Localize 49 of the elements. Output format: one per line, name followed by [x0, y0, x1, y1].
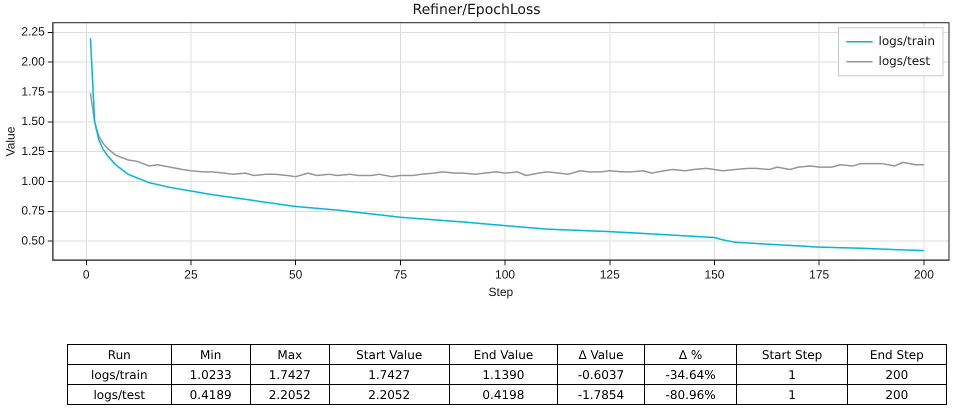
legend-label: logs/test	[878, 54, 930, 68]
text: 0.4189	[171, 384, 250, 404]
y-tick-label: 1.25	[21, 144, 46, 158]
y-tick-label: 0.50	[21, 233, 46, 248]
legend-label: logs/train	[878, 34, 936, 48]
y-axis-title: Value	[4, 126, 18, 156]
text: 1.7427	[329, 364, 450, 384]
x-tick-label: 100	[495, 268, 516, 282]
x-tick-label: 25	[184, 268, 198, 282]
x-tick-label: 50	[288, 268, 303, 282]
y-tick-label: 0.75	[21, 204, 46, 218]
x-axis-title: Step	[488, 285, 514, 300]
text: 1	[736, 384, 848, 404]
x-tick-label: 200	[914, 268, 934, 282]
text: Δ %	[644, 344, 737, 364]
text: -34.64%	[644, 364, 737, 384]
text: -0.6037	[558, 364, 644, 384]
x-tick-label: 150	[704, 268, 725, 282]
text: 2.2052	[329, 384, 450, 404]
text: logs/test	[68, 384, 172, 404]
text: Min	[171, 344, 250, 364]
text: 1.1390	[449, 364, 558, 384]
text: Δ Value	[558, 344, 644, 364]
text: 1.0233	[171, 364, 250, 384]
text: logs/train	[68, 364, 172, 384]
y-tick-label: 1.00	[21, 174, 46, 188]
text: Start Step	[736, 344, 848, 364]
x-tick-label: 75	[394, 268, 408, 282]
text: 200	[847, 364, 946, 384]
y-tick-label: 1.50	[21, 114, 46, 128]
y-tick-label: 2.00	[21, 54, 46, 68]
text: -1.7854	[558, 384, 644, 404]
text: 0.4198	[449, 384, 558, 404]
x-tick-label: 175	[809, 268, 830, 282]
text: Max	[250, 344, 330, 364]
y-tick-label: 1.75	[21, 84, 46, 98]
y-tick-label: 2.25	[21, 24, 46, 39]
text: Run	[68, 344, 172, 364]
text: 1	[736, 364, 848, 384]
x-tick-label: 125	[600, 268, 620, 282]
text: 1.7427	[250, 364, 330, 384]
chart-title: Refiner/EpochLoss	[412, 2, 541, 18]
text: End Value	[449, 344, 558, 364]
text: Start Value	[329, 344, 450, 364]
x-tick-label: 0	[82, 268, 90, 282]
text: End Step	[847, 344, 946, 364]
text: -80.96%	[644, 384, 737, 404]
text: 2.2052	[250, 384, 330, 404]
text: 200	[847, 384, 946, 404]
